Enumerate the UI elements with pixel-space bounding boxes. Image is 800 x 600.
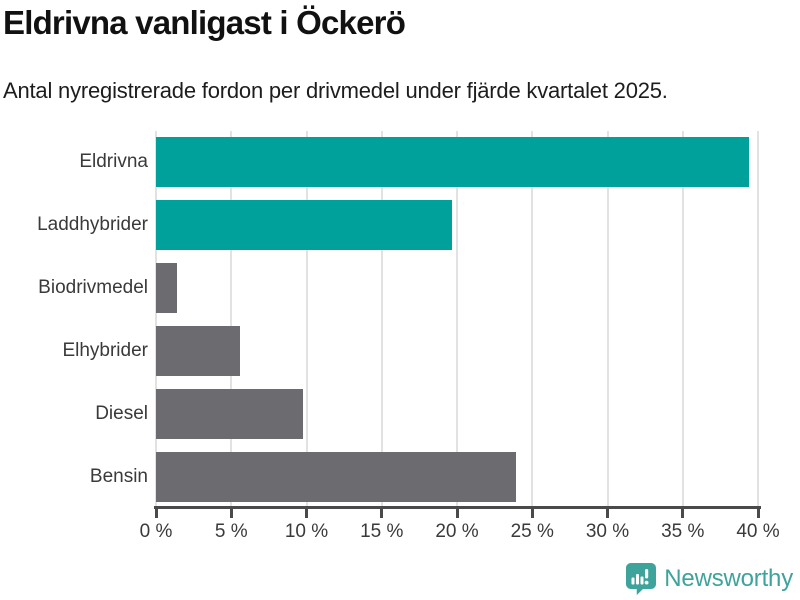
bar-row-biodrivmedel bbox=[156, 257, 758, 320]
plot-area bbox=[155, 131, 759, 508]
category-label-laddhybrider: Laddhybrider bbox=[37, 214, 148, 236]
bar-rows bbox=[156, 131, 758, 508]
gridline-20 bbox=[456, 131, 458, 508]
gridline-10 bbox=[305, 131, 308, 508]
axis-tick-label-10: 10 % bbox=[284, 521, 329, 542]
axis-tick-10 bbox=[305, 509, 308, 518]
gridline-5 bbox=[230, 131, 233, 508]
bar-elhybrider bbox=[156, 325, 241, 376]
gridline-40 bbox=[757, 131, 759, 508]
bar-biodrivmedel bbox=[156, 263, 178, 314]
bar-row-laddhybrider bbox=[156, 194, 758, 257]
bar-row-elhybrider bbox=[156, 319, 758, 382]
axis-tick-25 bbox=[530, 509, 534, 518]
bar-laddhybrider bbox=[156, 200, 453, 251]
axis-tick-label-40: 40 % bbox=[736, 521, 780, 542]
axis-tick-40 bbox=[756, 509, 760, 518]
category-label-diesel: Diesel bbox=[95, 402, 148, 424]
bar-diesel bbox=[156, 388, 304, 439]
y-axis-labels: Eldrivna Laddhybrider Biodrivmedel Elhybrid… bbox=[0, 131, 148, 508]
bar-row-eldrivna bbox=[156, 131, 758, 194]
gridline-35 bbox=[681, 131, 684, 508]
gridline-30 bbox=[606, 131, 609, 508]
gridline-15 bbox=[380, 131, 383, 508]
axis-tick-0 bbox=[154, 509, 158, 518]
axis-tick-30 bbox=[606, 509, 609, 518]
axis-tick-label-0: 0 % bbox=[139, 521, 173, 542]
bar-row-diesel bbox=[156, 382, 758, 445]
category-label-eldrivna: Eldrivna bbox=[79, 151, 148, 173]
axis-tick-label-35: 35 % bbox=[661, 521, 705, 542]
bar-bensin bbox=[156, 451, 516, 502]
axis-tick-label-15: 15 % bbox=[360, 521, 404, 542]
axis-tick-label-25: 25 % bbox=[510, 521, 554, 542]
gridline-0 bbox=[155, 131, 157, 508]
category-label-bensin: Bensin bbox=[89, 465, 148, 487]
newsworthy-icon bbox=[626, 563, 657, 595]
category-label-elhybrider: Elhybrider bbox=[62, 339, 148, 361]
newsworthy-logo: Newsworthy bbox=[626, 563, 793, 595]
axis-tick-35 bbox=[681, 509, 685, 518]
x-axis: 0 % 5 % 10 % 15 % 20 % 25 % 30 % 35 % 40 % bbox=[140, 506, 780, 552]
axis-tick-label-20: 20 % bbox=[435, 521, 479, 542]
chart-title: Eldrivna vanligast i Öckerö bbox=[3, 4, 406, 41]
axis-tick-label-30: 30 % bbox=[585, 521, 630, 542]
category-label-biodrivmedel: Biodrivmedel bbox=[38, 277, 148, 299]
newsworthy-wordmark: Newsworthy bbox=[664, 565, 793, 592]
gridline-25 bbox=[531, 131, 534, 508]
axis-tick-5 bbox=[229, 509, 233, 518]
x-axis-line bbox=[154, 506, 761, 509]
axis-tick-15 bbox=[380, 509, 384, 518]
chart-subtitle: Antal nyregistrerade fordon per drivmede… bbox=[3, 78, 668, 103]
bar-row-bensin bbox=[156, 445, 758, 508]
bar-eldrivna bbox=[156, 137, 749, 188]
axis-tick-20 bbox=[455, 509, 459, 518]
axis-tick-label-5: 5 % bbox=[214, 521, 248, 542]
